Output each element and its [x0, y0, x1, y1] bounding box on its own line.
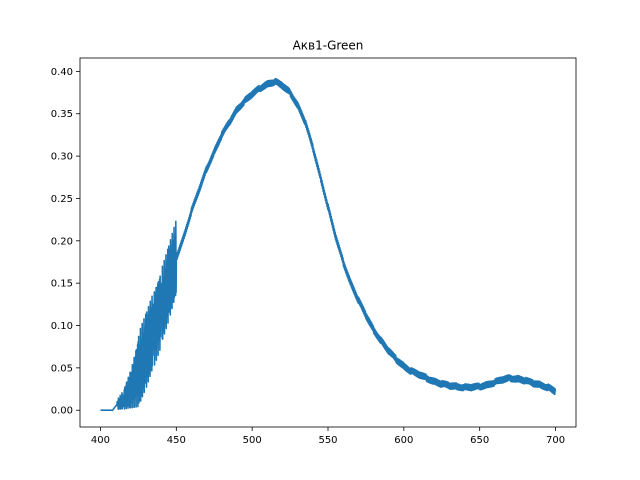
x-tick-label: 650: [470, 435, 489, 446]
y-tick-label: 0.30: [51, 152, 73, 163]
x-tick-label: 500: [243, 435, 262, 446]
x-tick-label: 700: [546, 435, 565, 446]
x-tick-label: 400: [91, 435, 110, 446]
y-tick-label: 0.15: [51, 279, 73, 290]
series-line: [100, 77, 557, 412]
x-tick-label: 450: [167, 435, 186, 446]
y-tick-label: 0.05: [51, 363, 73, 374]
y-tick-label: 0.10: [51, 321, 73, 332]
y-tick-label: 0.40: [51, 67, 73, 78]
y-tick-label: 0.20: [51, 236, 73, 247]
chart-title: Акв1-Green: [293, 39, 364, 53]
x-tick-label: 550: [318, 435, 337, 446]
axis-ticks: 400 450 500 550 600 650 700 0.00 0.05 0.10 0.15 0.2…: [51, 67, 565, 446]
y-tick-label: 0.35: [51, 109, 73, 120]
series-layer: [100, 77, 557, 412]
plot-frame: [79, 57, 577, 428]
y-tick-label: 0.00: [51, 406, 73, 417]
x-tick-label: 600: [394, 435, 413, 446]
y-tick-label: 0.25: [51, 194, 73, 205]
